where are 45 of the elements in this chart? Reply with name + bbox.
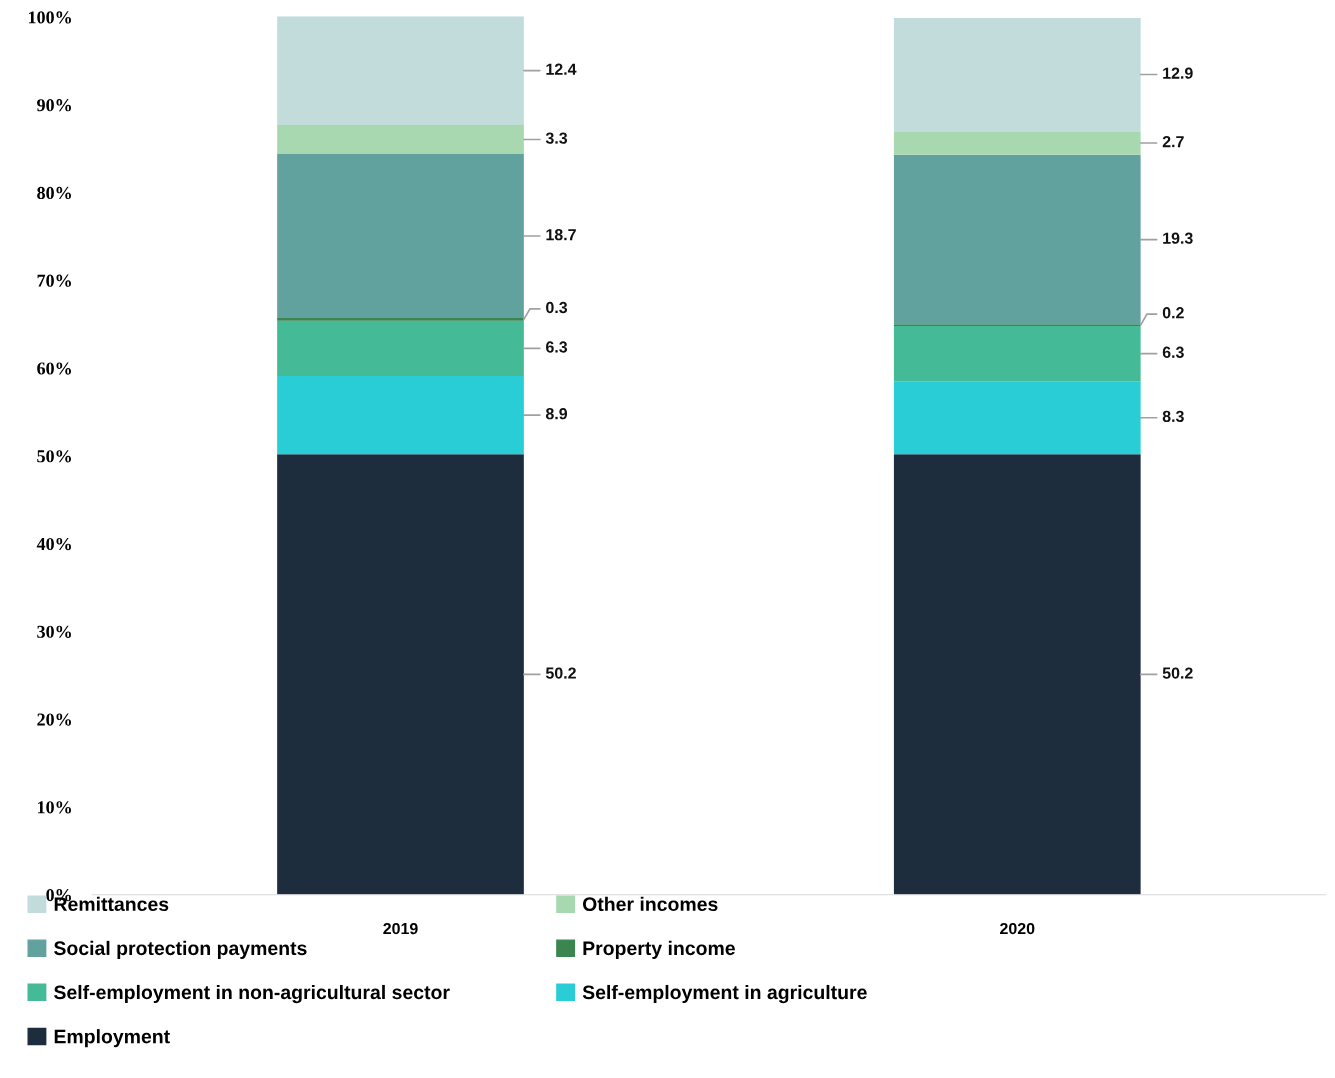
data-label: 6.3 [546,341,568,353]
data-label: 12.4 [546,63,577,75]
bar [277,16,524,125]
bar [893,131,1141,155]
legend-label: Self-employment in non-agricultural sector [54,984,450,1004]
bar [893,381,1141,455]
legend-label: Other incomes [582,896,718,912]
data-label: 6.3 [1162,346,1184,358]
y-tick-label: 100% [28,11,71,24]
y-tick-label: 70% [37,274,71,287]
data-label: 0.3 [546,301,568,314]
x-tick-label: 2019 [383,922,418,935]
bar [893,326,1141,382]
y-tick-label: 60% [37,362,71,375]
data-label: 3.3 [545,132,568,144]
data-label: 18.7 [546,229,576,241]
bar [277,318,524,321]
x-tick-label: 2020 [1000,922,1035,935]
y-tick-label: 50% [37,450,71,463]
y-tick-label: 10% [38,801,71,814]
legend-label: Employment [54,1029,170,1048]
legend-label: Self-employment in agriculture [582,984,867,1004]
bar [277,320,524,377]
data-label: 8.3 [1162,410,1184,423]
y-tick-label: 80% [37,186,71,200]
legend-label: Social protection payments [54,940,307,959]
data-label: 19.3 [1163,232,1193,244]
bar [277,376,524,455]
data-label: 2.7 [1162,135,1184,148]
bar [893,154,1141,325]
data-label: 0.2 [1162,307,1184,319]
data-label: 50.2 [1162,667,1193,679]
y-tick-label: 30% [37,625,71,638]
bar [893,454,1141,895]
bar [277,153,524,319]
data-label: 50.2 [545,667,576,679]
bar [277,454,524,895]
y-tick-label: 40% [36,537,71,551]
data-label: 12.9 [1163,67,1193,79]
y-tick-label: 90% [37,99,71,112]
y-tick-label: 20% [37,713,71,726]
bar [893,17,1141,132]
legend-label: Property income [583,940,735,959]
bar [277,125,524,154]
data-label: 8.9 [545,408,568,420]
